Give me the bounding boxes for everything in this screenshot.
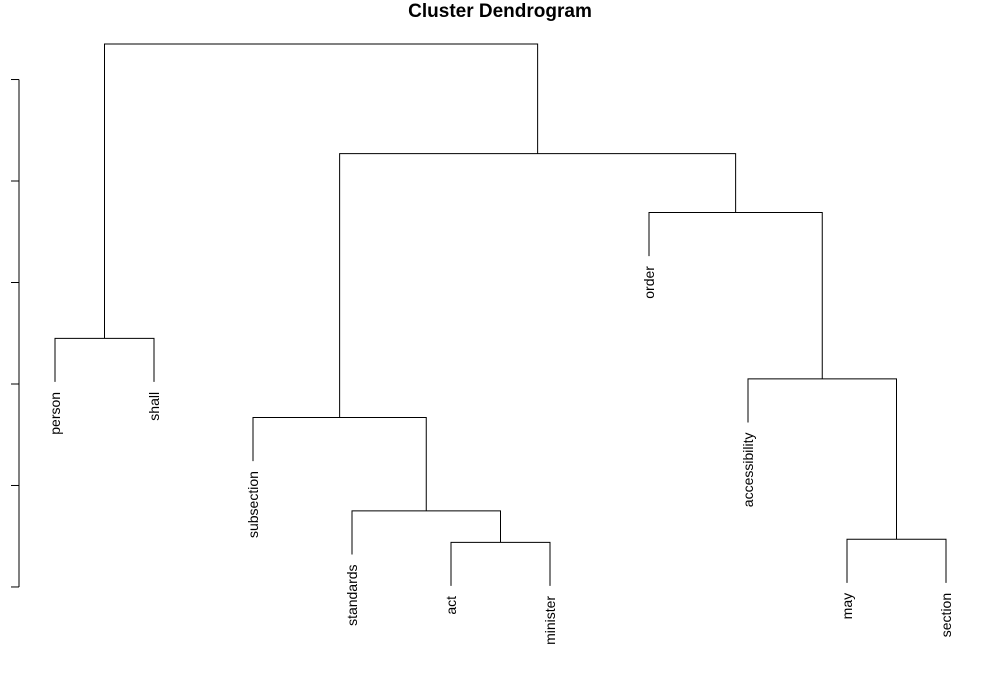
merge-link-m7 (648, 211, 823, 379)
merge-link-m6 (747, 378, 897, 540)
merge-link-m3 (351, 510, 501, 555)
leaf-label-subsection: subsection (245, 471, 261, 538)
merge-link-m4 (54, 337, 155, 382)
leaf-label-may: may (839, 593, 855, 619)
chart-title: Cluster Dendrogram (408, 1, 592, 22)
leaf-labels: person shall subsection standards act ministe… (47, 266, 954, 645)
leaf-label-person: person (47, 392, 63, 435)
dendrogram-links (54, 43, 947, 586)
merge-link-m5 (252, 416, 427, 511)
merge-link-m9 (104, 43, 539, 339)
merge-link-m1 (450, 541, 551, 586)
leaf-label-shall: shall (146, 392, 162, 421)
leaf-label-standards: standards (344, 564, 360, 625)
leaf-label-order: order (641, 266, 657, 299)
merge-link-m2 (846, 538, 947, 583)
leaf-label-minister: minister (542, 596, 558, 645)
merge-link-m8 (339, 153, 737, 418)
leaf-label-section: section (938, 593, 954, 637)
leaf-label-act: act (443, 596, 459, 615)
y-axis (11, 79, 20, 588)
leaf-label-accessibility: accessibility (740, 433, 756, 508)
